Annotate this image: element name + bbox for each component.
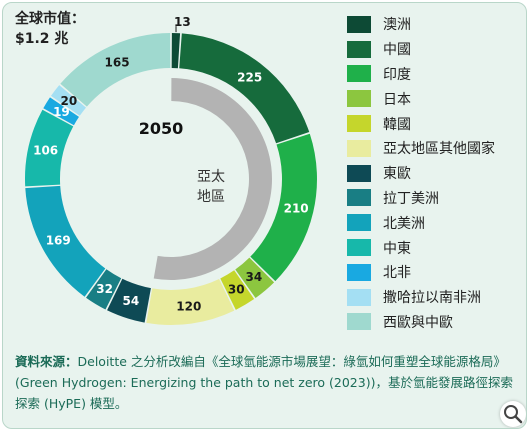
slice-value-label: 106 [33,144,58,158]
slice-value-label: 34 [246,270,263,284]
chart-legend: 澳洲中國印度日本韓國亞太地區其他國家 東歐拉丁美洲北美洲中東北非撒哈拉以南非洲 西歐… [347,12,525,334]
legend-swatch [347,239,371,257]
slice-value-label: 169 [46,234,71,248]
legend-swatch [347,313,371,331]
zoom-button[interactable] [500,401,526,427]
source-text: Deloitte 之分析改編自《全球氫能源市場展望：綠氫如何重塑全球能源格局》(… [15,354,513,411]
slice-value-label: 165 [105,55,130,69]
donut-slice-3 [250,133,317,282]
legend-item: 東歐 [347,161,525,186]
donut-slice-2 [179,33,310,144]
source-note: 資料來源：Deloitte 之分析改編自《全球氫能源市場展望：綠氫如何重塑全球能… [15,351,520,414]
legend-swatch [347,90,371,108]
donut-slice-9 [25,185,106,297]
market-label-text: 全球市值： [15,11,85,27]
legend-swatch [347,40,371,58]
slice-value-label: 30 [228,283,245,297]
legend-swatch [347,214,371,232]
donut-slice-7 [107,278,151,323]
source-heading: 資料來源： [15,354,78,369]
legend-label: 澳洲 [383,17,411,34]
chart-card: 全球市值： $1.2 兆 13 225 210 34 30 120 54 32 169 106 19… [2,2,527,429]
slice-value-label: 32 [96,282,113,296]
legend-item: 北非 [347,260,525,285]
legend-item: 中東 [347,235,525,260]
market-value-text: $1.2 兆 [15,31,69,47]
legend-label: 西歐與中歐 [383,314,453,331]
asia-pacific-inner-ring [153,78,273,280]
inner-ring-label-line: 亞太 [197,169,225,185]
legend-label: 日本 [383,91,411,108]
legend-label: 印度 [383,66,411,83]
legend-item: 印度 [347,62,525,87]
legend-item: 澳洲 [347,12,525,37]
slice-value-label: 20 [61,94,78,108]
legend-label: 北美洲 [383,215,425,232]
inner-ring-label-line: 地區 [197,189,225,205]
legend-swatch [347,15,371,33]
legend-item: 日本 [347,86,525,111]
legend-item: 撒哈拉以南非洲 [347,285,525,310]
slice-value-label: 225 [237,70,262,84]
legend-label: 中東 [383,240,411,257]
legend-label: 東歐 [383,166,411,183]
legend-swatch [347,65,371,83]
legend-label: 北非 [383,265,411,282]
legend-swatch [347,139,371,157]
legend-item: 中國 [347,37,525,62]
donut-slice-6 [146,279,235,325]
legend-swatch [347,164,371,182]
legend-item: 拉丁美洲 [347,186,525,211]
legend-label: 亞太地區其他國家 [383,141,495,158]
legend-item: 韓國 [347,111,525,136]
donut-slice-8 [86,269,122,310]
donut-slice-11 [43,97,79,126]
slice-value-label: 210 [284,201,309,215]
legend-item: 北美洲 [347,210,525,235]
slice-value-label: 19 [53,105,70,119]
center-year-label: 2050 [139,119,184,138]
donut-slice-13 [60,33,171,107]
slice-value-label: 13 [174,15,191,29]
legend-label: 中國 [383,42,411,59]
slice-value-label: 54 [123,294,140,308]
slice-value-label: 120 [176,299,201,313]
donut-slice-12 [50,85,87,116]
market-value-label: 全球市值： $1.2 兆 [15,9,85,49]
legend-label: 撒哈拉以南非洲 [383,290,481,307]
legend-item: 西歐與中歐 [347,310,525,335]
legend-swatch [347,189,371,207]
donut-slice-10 [25,109,74,187]
legend-swatch [347,288,371,306]
legend-swatch [347,263,371,281]
legend-label: 韓國 [383,116,411,133]
donut-slice-4 [235,257,275,299]
legend-label: 拉丁美洲 [383,190,439,207]
donut-slice-1 [171,33,181,69]
legend-item: 亞太地區其他國家 [347,136,525,161]
donut-slice-5 [220,270,255,310]
legend-swatch [347,115,371,133]
magnifier-icon [504,405,523,424]
